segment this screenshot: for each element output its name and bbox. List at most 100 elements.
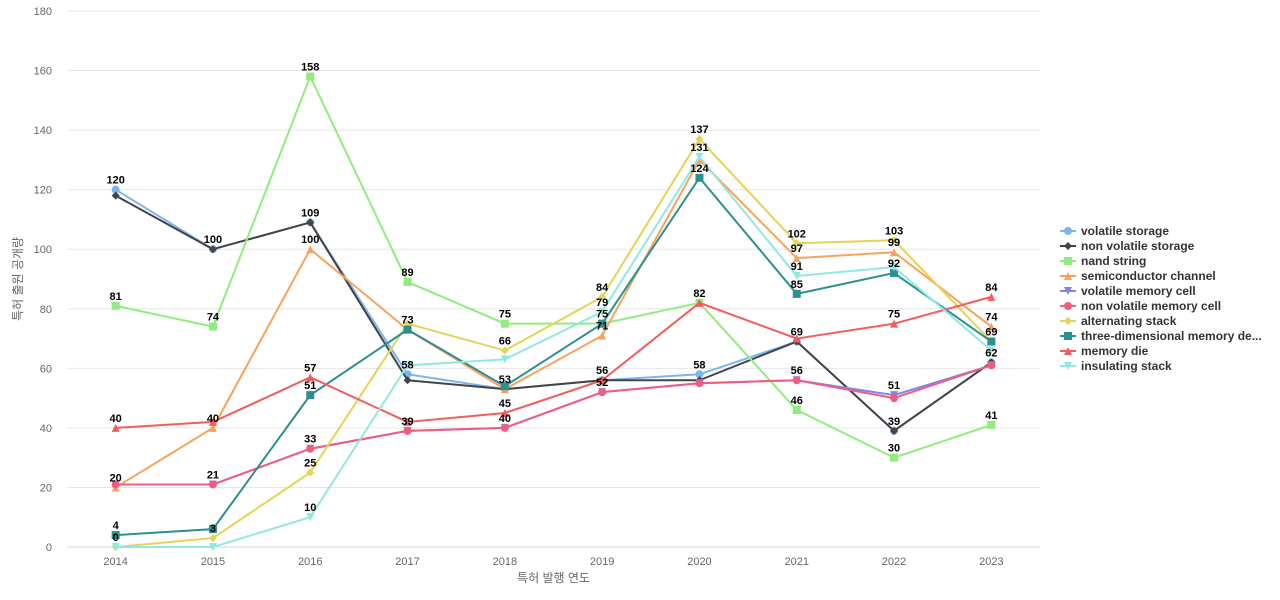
data-point-semiconductor-channel[interactable] [987, 322, 996, 331]
data-point-non-volatile-memory-cell[interactable] [890, 394, 899, 403]
data-label: 71 [596, 321, 608, 333]
legend-marker[interactable] [1064, 302, 1072, 310]
data-point-non-volatile-memory-cell[interactable] [306, 444, 315, 453]
data-point-memory-die[interactable] [890, 319, 899, 328]
legend-marker[interactable] [1064, 272, 1072, 280]
data-point-memory-die[interactable] [208, 417, 217, 426]
series-semiconductor-channel [111, 155, 996, 492]
legend-item-memory-die[interactable]: memory die [1060, 344, 1149, 358]
data-point-nand-string[interactable] [792, 406, 801, 415]
data-point-alternating-stack[interactable] [890, 236, 899, 245]
data-point-insulating-stack[interactable] [500, 355, 509, 364]
data-point-non-volatile-storage[interactable] [208, 245, 217, 254]
legend-label: three-dimensional memory de... [1081, 329, 1262, 343]
data-point-nand-string[interactable] [306, 72, 315, 81]
data-point-memory-die[interactable] [598, 376, 607, 385]
legend-marker[interactable] [1064, 287, 1072, 295]
data-label: 131 [690, 142, 708, 154]
legend-marker[interactable] [1064, 242, 1072, 250]
data-point-insulating-stack[interactable] [306, 513, 315, 522]
series-alternating-stack [111, 135, 996, 551]
data-point-semiconductor-channel[interactable] [306, 245, 315, 254]
data-point-memory-die[interactable] [695, 298, 704, 307]
data-point-non-volatile-memory-cell[interactable] [403, 426, 412, 435]
axes: 특허 발행 연도 특허 출원 공개량 [11, 237, 590, 585]
data-label: 99 [888, 237, 900, 249]
data-point-non-volatile-memory-cell[interactable] [500, 423, 509, 432]
legend-marker[interactable] [1064, 332, 1072, 340]
data-point-volatile-storage[interactable] [111, 185, 120, 194]
data-point-three-dimensional-memory-device[interactable] [792, 289, 801, 298]
data-point-non-volatile-storage[interactable] [403, 376, 412, 385]
data-point-non-volatile-memory-cell[interactable] [208, 480, 217, 489]
data-point-non-volatile-memory-cell[interactable] [987, 361, 996, 370]
series-line-memory-die [114, 295, 993, 429]
data-point-insulating-stack[interactable] [792, 272, 801, 281]
data-point-three-dimensional-memory-device[interactable] [695, 173, 704, 182]
data-point-three-dimensional-memory-device[interactable] [111, 531, 120, 540]
data-point-alternating-stack[interactable] [695, 135, 704, 144]
data-point-nand-string[interactable] [208, 322, 217, 331]
legend-item-three-dimensional-memory-device[interactable]: three-dimensional memory de... [1060, 329, 1262, 343]
data-point-memory-die[interactable] [403, 417, 412, 426]
data-point-alternating-stack[interactable] [208, 534, 217, 543]
data-point-three-dimensional-memory-device[interactable] [306, 391, 315, 400]
data-point-three-dimensional-memory-device[interactable] [598, 319, 607, 328]
data-point-insulating-stack[interactable] [987, 346, 996, 355]
data-point-alternating-stack[interactable] [598, 292, 607, 301]
legend-item-non-volatile-memory-cell[interactable]: non volatile memory cell [1060, 299, 1221, 313]
legend-marker[interactable] [1064, 257, 1072, 265]
series-non-volatile-storage [111, 191, 996, 435]
data-point-non-volatile-memory-cell[interactable] [111, 480, 120, 489]
data-point-insulating-stack[interactable] [890, 263, 899, 272]
data-point-memory-die[interactable] [987, 292, 996, 301]
legend-item-non-volatile-storage[interactable]: non volatile storage [1060, 239, 1195, 253]
data-point-non-volatile-storage[interactable] [890, 426, 899, 435]
data-point-non-volatile-memory-cell[interactable] [695, 379, 704, 388]
legend-item-volatile-storage[interactable]: volatile storage [1060, 224, 1169, 238]
legend-item-insulating-stack[interactable]: insulating stack [1060, 359, 1172, 373]
legend-item-alternating-stack[interactable]: alternating stack [1060, 314, 1177, 328]
data-point-alternating-stack[interactable] [306, 468, 315, 477]
data-point-three-dimensional-memory-device[interactable] [890, 269, 899, 278]
data-point-non-volatile-memory-cell[interactable] [792, 376, 801, 385]
data-point-nand-string[interactable] [987, 420, 996, 429]
data-point-non-volatile-storage[interactable] [111, 191, 120, 200]
data-point-semiconductor-channel[interactable] [598, 331, 607, 340]
data-point-insulating-stack[interactable] [111, 543, 120, 551]
legend-marker[interactable] [1064, 347, 1072, 355]
data-point-memory-die[interactable] [306, 373, 315, 382]
data-point-insulating-stack[interactable] [598, 307, 607, 316]
data-point-insulating-stack[interactable] [208, 543, 217, 551]
data-point-alternating-stack[interactable] [500, 346, 509, 355]
data-point-nand-string[interactable] [500, 319, 509, 328]
data-point-non-volatile-storage[interactable] [306, 218, 315, 227]
data-point-alternating-stack[interactable] [792, 239, 801, 248]
data-point-three-dimensional-memory-device[interactable] [987, 337, 996, 346]
legend-marker[interactable] [1064, 317, 1072, 325]
data-label: 57 [304, 362, 316, 374]
data-point-nand-string[interactable] [403, 277, 412, 286]
data-point-non-volatile-memory-cell[interactable] [598, 388, 607, 397]
data-point-memory-die[interactable] [500, 409, 509, 417]
data-point-volatile-storage[interactable] [695, 370, 704, 379]
data-point-insulating-stack[interactable] [403, 361, 412, 370]
legend-marker[interactable] [1064, 362, 1072, 370]
legend-item-nand-string[interactable]: nand string [1060, 254, 1146, 268]
data-point-semiconductor-channel[interactable] [890, 248, 899, 257]
data-point-nand-string[interactable] [890, 453, 899, 462]
data-point-nand-string[interactable] [111, 301, 120, 310]
data-label: 58 [693, 359, 705, 371]
data-point-three-dimensional-memory-device[interactable] [208, 525, 217, 534]
legend-marker[interactable] [1064, 227, 1072, 235]
data-point-semiconductor-channel[interactable] [792, 254, 801, 263]
legend-item-semiconductor-channel[interactable]: semiconductor channel [1060, 269, 1216, 283]
data-point-memory-die[interactable] [111, 423, 120, 432]
data-point-three-dimensional-memory-device[interactable] [403, 325, 412, 334]
legend-item-volatile-memory-cell[interactable]: volatile memory cell [1060, 284, 1196, 298]
data-point-three-dimensional-memory-device[interactable] [500, 382, 509, 391]
series-line-non-volatile-memory-cell [114, 364, 993, 486]
data-point-semiconductor-channel[interactable] [208, 423, 217, 432]
data-point-insulating-stack[interactable] [695, 152, 704, 161]
data-point-memory-die[interactable] [792, 334, 801, 343]
